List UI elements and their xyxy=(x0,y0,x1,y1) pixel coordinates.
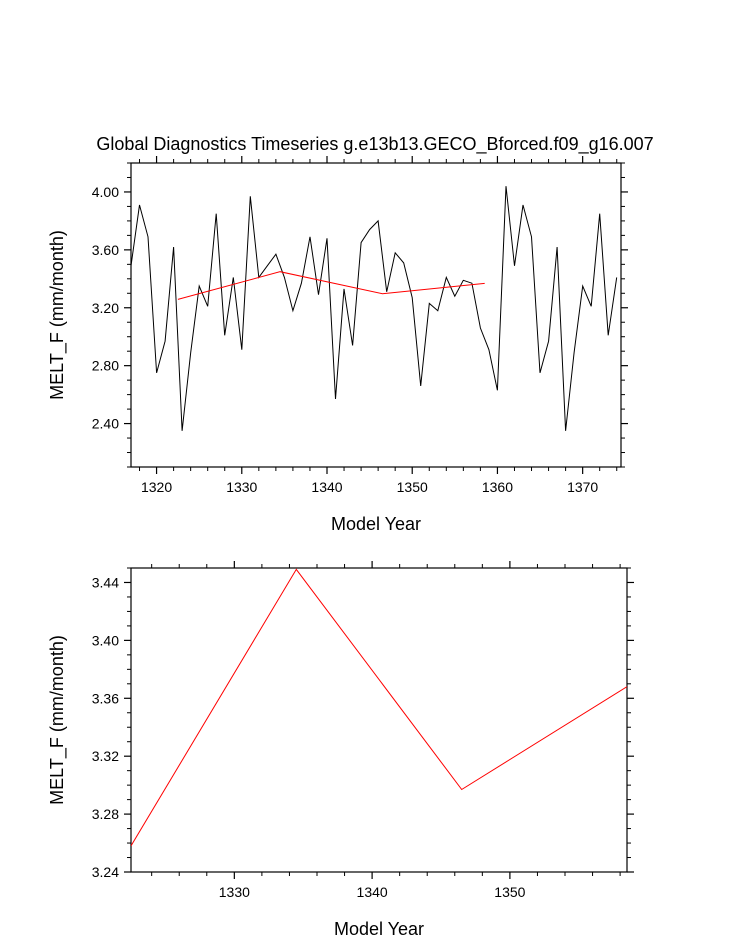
series-line-annual xyxy=(131,186,618,431)
bottom-panel: 1330 1340 1350 3.24 3.28 3.32 3.36 3.40 3.44 Mode… xyxy=(47,561,634,939)
y-tick-label: 3.32 xyxy=(92,748,119,764)
y-tick-label: 3.20 xyxy=(92,300,119,316)
plot-frame xyxy=(130,567,628,873)
series-line-smoothed xyxy=(131,568,627,847)
y-axis-title: MELT_F (mm/month) xyxy=(47,635,68,805)
chart-title: Global Diagnostics Timeseries g.e13b13.G… xyxy=(96,134,653,155)
y-tick-label: 3.24 xyxy=(92,864,119,880)
top-panel: 1320 1330 1340 1350 1360 1370 2.40 2.80 3.20 3.60… xyxy=(47,156,628,534)
y-tick-label: 4.00 xyxy=(92,184,119,200)
x-tick-label: 1340 xyxy=(311,479,342,495)
y-tick-label: 3.40 xyxy=(92,632,119,648)
y-tick-label: 3.60 xyxy=(92,242,119,258)
x-tick-label: 1330 xyxy=(226,479,257,495)
plot-frame xyxy=(130,162,622,468)
y-tick-label: 3.28 xyxy=(92,806,119,822)
x-axis-title: Model Year xyxy=(331,514,421,534)
x-tick-label: 1370 xyxy=(567,479,598,495)
y-tick-label: 2.40 xyxy=(92,416,119,432)
series-line-smoothed xyxy=(177,271,485,300)
x-tick-label: 1330 xyxy=(219,884,250,900)
x-tick-label: 1340 xyxy=(357,884,388,900)
x-tick-label: 1350 xyxy=(397,479,428,495)
y-tick-label: 3.36 xyxy=(92,690,119,706)
y-tick-label: 3.44 xyxy=(92,574,119,590)
x-axis-title: Model Year xyxy=(334,919,424,939)
x-tick-label: 1350 xyxy=(494,884,525,900)
y-axis-title: MELT_F (mm/month) xyxy=(47,230,68,400)
x-tick-label: 1320 xyxy=(141,479,172,495)
y-tick-label: 2.80 xyxy=(92,358,119,374)
x-tick-label: 1360 xyxy=(482,479,513,495)
